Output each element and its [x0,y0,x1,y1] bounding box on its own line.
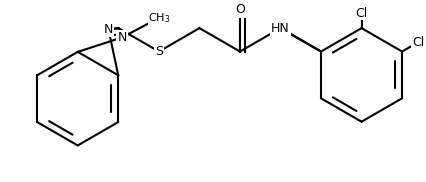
Text: O: O [235,3,245,16]
Text: Cl: Cl [412,36,424,49]
Text: S: S [155,45,163,58]
Text: Cl: Cl [355,7,368,20]
Text: N: N [118,31,127,44]
Text: CH$_3$: CH$_3$ [148,11,171,25]
Text: N: N [104,23,113,36]
Text: HN: HN [271,22,290,35]
